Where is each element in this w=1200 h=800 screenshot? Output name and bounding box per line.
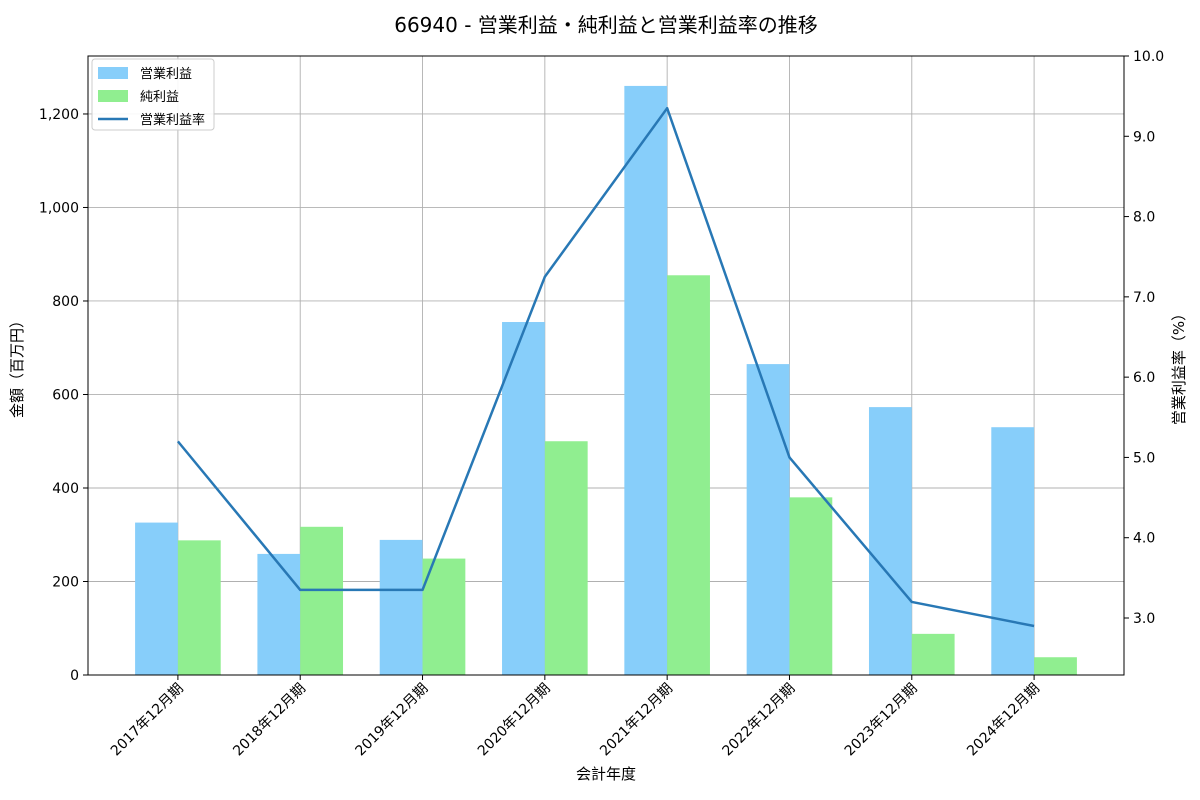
- y-right-tick-label-2: 5.0: [1133, 450, 1155, 466]
- y-right-tick-label-0: 3.0: [1133, 611, 1155, 627]
- y-right-tick-label-1: 4.0: [1133, 531, 1155, 547]
- plot-border: [87, 55, 1125, 676]
- legend-label-0: 営業利益: [140, 66, 192, 82]
- y-left-tick-label-3: 600: [52, 387, 79, 403]
- y-left-tick-label-1: 200: [52, 574, 79, 590]
- operating-margin-line: [176, 106, 1035, 628]
- y-left-tick-label-0: 0: [70, 668, 79, 684]
- bar-operating-profit-7: [991, 427, 1035, 675]
- legend-swatch-0: [98, 67, 128, 79]
- y-left-tick-label-6: 1,200: [39, 107, 79, 123]
- chart-title: 66940 - 営業利益・純利益と営業利益率の推移: [394, 13, 818, 37]
- legend-label-2: 営業利益率: [140, 112, 205, 128]
- bar-net-income-3: [544, 441, 588, 675]
- y-axis-label-left: 金額（百万円）: [8, 313, 26, 418]
- legend-label-1: 純利益: [140, 90, 179, 105]
- bar-operating-profit-5: [746, 364, 790, 675]
- bar-net-income-7: [1034, 657, 1077, 675]
- bar-net-income-5: [789, 497, 833, 675]
- y-right-tick-label-4: 7.0: [1133, 290, 1155, 306]
- bar-net-income-6: [911, 633, 955, 675]
- bar-operating-profit-2: [379, 539, 423, 675]
- y-left-tick-label-2: 400: [52, 481, 79, 497]
- legend-swatch-1: [98, 90, 128, 102]
- bar-net-income-1: [300, 526, 344, 675]
- y-right-tick-label-3: 6.0: [1133, 370, 1155, 386]
- bar-operating-profit-4: [624, 85, 668, 675]
- y-right-tick-label-5: 8.0: [1133, 210, 1155, 226]
- bar-operating-profit-3: [502, 322, 545, 675]
- bar-operating-profit-1: [257, 553, 301, 675]
- y-left-tick-label-5: 1,000: [39, 200, 79, 216]
- x-axis-label: 会計年度: [576, 765, 636, 783]
- y-right-tick-label-7: 10.0: [1133, 49, 1164, 65]
- y-left-tick-label-4: 800: [52, 294, 79, 310]
- bar-net-income-4: [667, 275, 710, 675]
- bar-net-income-2: [422, 558, 466, 675]
- bar-operating-profit-0: [135, 522, 178, 675]
- y-right-tick-label-6: 9.0: [1133, 129, 1155, 145]
- bar-net-income-0: [177, 540, 221, 675]
- bar-operating-profit-6: [868, 407, 912, 675]
- y-axis-label-right: 営業利益率（%）: [1170, 306, 1188, 425]
